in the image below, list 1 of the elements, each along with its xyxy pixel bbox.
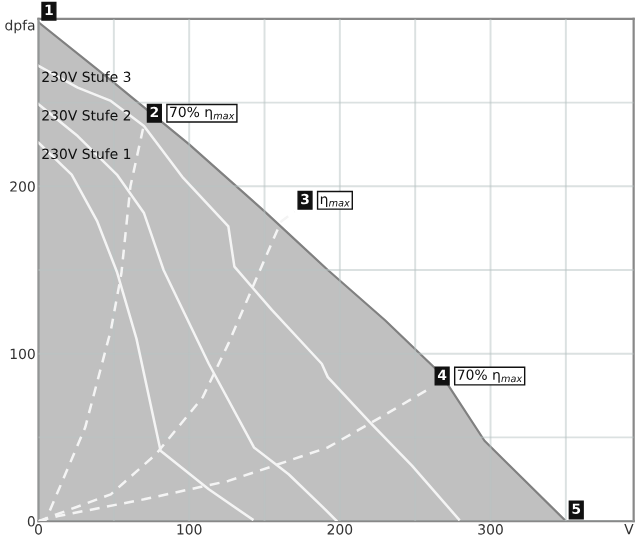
line-series [38,64,461,521]
